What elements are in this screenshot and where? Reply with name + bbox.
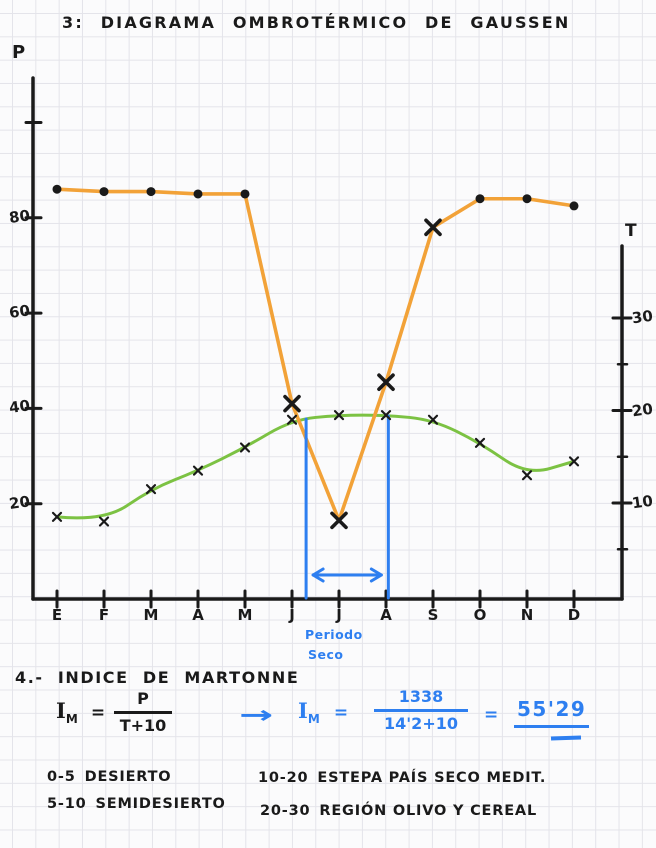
month-label: M bbox=[143, 606, 159, 624]
precipitation-point-marker bbox=[569, 201, 579, 211]
martonne-result: 55'29 bbox=[514, 697, 590, 728]
month-label: N bbox=[520, 606, 534, 624]
t-axis-label: T bbox=[625, 221, 637, 241]
martonne-heading: 4.- INDICE DE MARTONNE bbox=[15, 668, 300, 687]
temperature-x-marker bbox=[192, 465, 204, 476]
precipitation-point-marker bbox=[193, 189, 203, 199]
month-label: S bbox=[427, 606, 439, 624]
precipitation-point-marker bbox=[52, 184, 62, 194]
precipitation-point-marker bbox=[146, 187, 156, 197]
precipitation-line bbox=[55, 187, 576, 523]
fraction-numerator: P bbox=[114, 689, 172, 714]
dry-period-arrowhead-right bbox=[369, 567, 383, 583]
classification-label: REGIÓN OLIVO Y CEREAL bbox=[319, 803, 537, 819]
temperature-x-marker bbox=[145, 484, 157, 495]
equals-sign: = bbox=[333, 703, 349, 723]
classification-row: 5-10 SEMIDESIERTO bbox=[47, 796, 226, 812]
classification-range: 20-30 bbox=[260, 803, 311, 819]
precipitation-point-marker bbox=[522, 194, 532, 204]
classification-label: ESTEPA PAÍS SECO MEDIT. bbox=[317, 770, 547, 786]
precipitation-x-marker bbox=[330, 511, 348, 530]
p-axis-label: P bbox=[12, 42, 26, 63]
temperature-x-marker bbox=[333, 410, 345, 421]
martonne-applied-variable: IM = bbox=[298, 698, 348, 726]
precipitation-point-marker bbox=[475, 194, 485, 204]
martonne-generic-fraction: P T+10 bbox=[114, 689, 172, 736]
p-axis-tick-label: 20 bbox=[7, 491, 32, 513]
temperature-x-marker bbox=[568, 456, 580, 467]
dry-period-label-line2: Seco bbox=[308, 647, 344, 662]
i-var-sub: M bbox=[307, 712, 320, 727]
equals-sign: = bbox=[90, 703, 106, 723]
month-label: J bbox=[336, 606, 342, 624]
precipitation-x-marker bbox=[377, 373, 395, 391]
classification-range: 10-20 bbox=[258, 770, 309, 786]
temperature-x-marker bbox=[427, 414, 439, 425]
p-axis-tick-label: 80 bbox=[7, 206, 32, 227]
fraction-denominator: T+10 bbox=[119, 716, 167, 735]
t-axis-tick-label: 20 bbox=[630, 399, 655, 420]
temperature-x-marker bbox=[51, 511, 63, 522]
temperature-x-marker bbox=[286, 414, 298, 425]
martonne-formula-variable: IM = bbox=[56, 698, 105, 726]
month-label: E bbox=[51, 606, 63, 624]
temperature-x-marker bbox=[98, 516, 110, 527]
martonne-applied-fraction: 1338 14'2+10 bbox=[374, 687, 468, 734]
precipitation-point-marker bbox=[240, 189, 250, 199]
i-var: I bbox=[298, 698, 308, 723]
month-label: F bbox=[98, 606, 110, 624]
month-label: A bbox=[380, 606, 392, 624]
right-arrow-icon: → bbox=[238, 701, 274, 729]
month-label: D bbox=[567, 606, 581, 624]
page-title: 3: DIAGRAMA OMBROTÉRMICO DE GAUSSEN bbox=[62, 13, 571, 32]
classification-row: 20-30 REGIÓN OLIVO Y CEREAL bbox=[260, 803, 537, 819]
dry-period-label-line1: Periodo bbox=[305, 627, 363, 642]
fraction-numerator: 1338 bbox=[374, 687, 468, 712]
month-label: O bbox=[473, 606, 487, 624]
month-label: J bbox=[289, 606, 295, 624]
t-axis-tick-label: 10 bbox=[630, 491, 655, 513]
month-label: M bbox=[237, 606, 253, 624]
t-axis-tick-label: 30 bbox=[630, 306, 655, 328]
month-label: A bbox=[192, 606, 204, 624]
temperature-x-marker bbox=[239, 442, 251, 453]
precipitation-x-marker bbox=[424, 218, 442, 237]
dry-period-arrowhead-left bbox=[311, 567, 325, 583]
temperature-x-marker bbox=[521, 470, 533, 481]
precipitation-point-marker bbox=[99, 187, 109, 197]
classification-row: 10-20 ESTEPA PAÍS SECO MEDIT. bbox=[258, 770, 546, 786]
temperature-x-marker bbox=[380, 410, 392, 421]
classification-label: SEMIDESIERTO bbox=[95, 796, 226, 812]
classification-label: DESIERTO bbox=[84, 769, 172, 785]
classification-range: 0-5 bbox=[47, 769, 76, 785]
classification-range: 5-10 bbox=[47, 796, 87, 812]
p-axis-tick-label: 60 bbox=[7, 301, 32, 323]
i-var-sub: M bbox=[65, 712, 78, 727]
fraction-denominator: 14'2+10 bbox=[384, 714, 458, 733]
temperature-line bbox=[55, 413, 576, 520]
i-var: I bbox=[56, 698, 66, 723]
temperature-x-marker bbox=[474, 437, 486, 448]
precipitation-x-marker bbox=[283, 394, 301, 413]
classification-row: 0-5 DESIERTO bbox=[47, 769, 171, 785]
equals-sign: = bbox=[484, 705, 499, 725]
